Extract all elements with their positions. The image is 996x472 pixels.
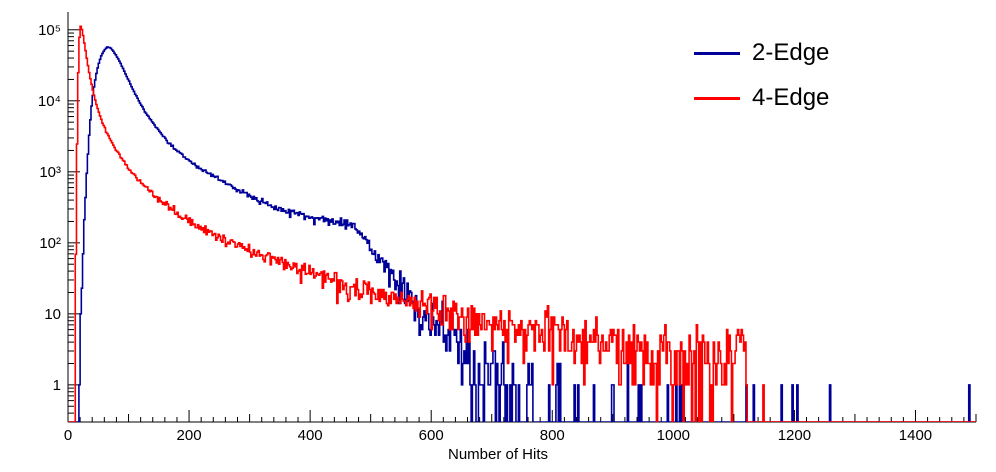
legend-label: 2-Edge — [752, 39, 830, 66]
legend-line-sample-red — [694, 96, 740, 100]
x-tick-label: 400 — [298, 427, 323, 444]
x-axis-label: Number of Hits — [447, 446, 549, 463]
y-tick-label: 10⁴ — [38, 93, 61, 110]
y-tick-label: 10³ — [39, 164, 61, 181]
x-tick-label: 200 — [177, 427, 202, 444]
axes — [67, 12, 977, 423]
x-tick-label: 1200 — [778, 427, 811, 444]
x-tick-label: 600 — [419, 427, 444, 444]
x-tick-label: 0 — [64, 427, 72, 444]
y-tick-label: 10² — [39, 235, 61, 252]
y-tick-label: 1 — [53, 377, 61, 394]
legend-line-sample-blue — [694, 51, 740, 55]
y-tick-label: 10 — [44, 306, 61, 323]
x-tick-label: 1000 — [657, 427, 690, 444]
legend-item-2-edge: 2-Edge — [694, 36, 829, 70]
series-line-2-edge — [68, 46, 976, 422]
legend: 2-Edge 4-Edge — [694, 36, 829, 115]
x-tick-label: 800 — [540, 427, 565, 444]
x-tick-label: 1400 — [899, 427, 932, 444]
y-tick-label: 10⁵ — [38, 22, 61, 39]
legend-item-4-edge: 4-Edge — [694, 81, 829, 115]
legend-label: 4-Edge — [752, 84, 830, 111]
series-line-4-edge — [68, 25, 976, 422]
tick-labels: 0 200 400 600 800 1000 1200 1400 1 10 10² 10³ 10⁴ 10⁵ — [38, 22, 932, 444]
